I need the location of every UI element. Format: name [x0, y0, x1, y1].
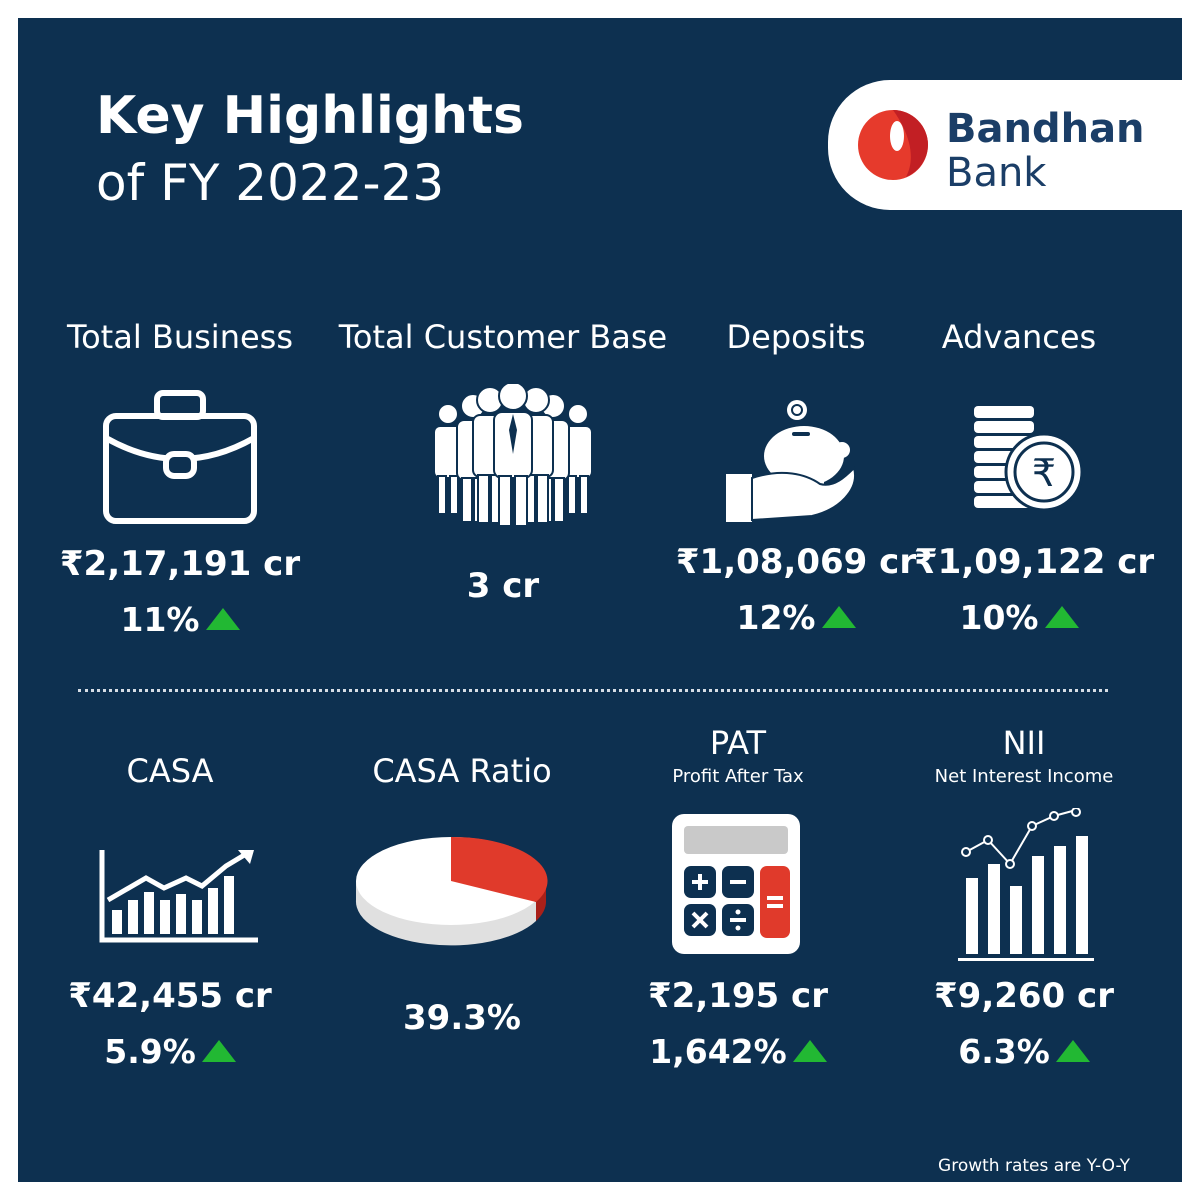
footnote: Growth rates are Y-O-Y — [938, 1156, 1130, 1176]
metric-growth: 5.9% — [50, 1032, 290, 1071]
growth-up-arrow-icon — [792, 1040, 827, 1062]
pie-chart-icon — [355, 836, 548, 946]
metric-total-customer-base: Total Customer Base 3 cr — [328, 318, 678, 658]
bank-name-line1: Bandhan — [946, 106, 1145, 152]
people-icon — [433, 384, 593, 527]
metric-casa: CASA ₹42,455 cr 5.9% — [50, 752, 290, 1092]
metric-growth: 11% — [50, 600, 310, 639]
metric-label: CASA Ratio — [372, 752, 552, 790]
metric-label: PAT — [709, 724, 767, 762]
metric-pat: PAT Profit After Tax ₹2,195 cr 1,642% — [616, 724, 860, 1094]
rupee-coins-icon: ₹ — [974, 406, 1084, 512]
metric-value: ₹2,195 cr — [648, 976, 828, 1016]
metric-growth-value: 6.3% — [958, 1032, 1050, 1071]
bank-logo-mark-icon — [858, 110, 928, 180]
metric-label: Total Customer Base — [338, 318, 668, 356]
metric-value: 39.3% — [403, 998, 521, 1038]
metric-advances: Advances ₹ ₹1,09,122 cr 10% — [914, 318, 1155, 658]
growth-up-arrow-icon — [1044, 606, 1079, 628]
growth-up-arrow-icon — [821, 606, 856, 628]
metric-sublabel: Net Interest Income — [934, 766, 1114, 787]
metric-label: Deposits — [726, 318, 866, 356]
metric-value: ₹2,17,191 cr — [59, 544, 301, 584]
growth-up-arrow-icon — [201, 1040, 236, 1062]
metric-growth: 6.3% — [904, 1032, 1144, 1071]
metric-label: NII — [1002, 724, 1046, 762]
bar-line-chart-icon — [958, 808, 1094, 961]
metric-value: ₹42,455 cr — [68, 976, 272, 1016]
metric-total-business: Total Business ₹2,17,191 cr 11% — [50, 318, 310, 658]
metric-growth-value: 12% — [736, 598, 816, 637]
metric-label: CASA — [126, 752, 214, 790]
metric-value: ₹1,08,069 cr — [675, 542, 917, 582]
metric-label: Advances — [941, 318, 1097, 356]
metric-growth-value: 5.9% — [104, 1032, 196, 1071]
piggy-bank-icon — [726, 400, 856, 522]
metric-value: 3 cr — [466, 566, 540, 606]
metric-growth: 10% — [914, 598, 1124, 637]
section-divider — [78, 689, 1108, 692]
calculator-icon — [672, 814, 800, 954]
growth-up-arrow-icon — [1055, 1040, 1090, 1062]
metric-value: ₹1,09,122 cr — [914, 542, 1155, 582]
metric-growth: 1,642% — [616, 1032, 860, 1071]
highlights-panel: Key Highlights of FY 2022-23 Bandhan Ban… — [18, 18, 1182, 1182]
metric-nii: NII Net Interest Income ₹9,260 cr 6.3% — [904, 724, 1144, 1094]
metric-growth-value: 10% — [959, 598, 1039, 637]
bank-logo: Bandhan Bank — [828, 80, 1182, 210]
metric-casa-ratio: CASA Ratio 39.3% — [342, 752, 582, 1092]
metric-label: Total Business — [66, 318, 293, 356]
metric-deposits: Deposits ₹1,08,069 cr 12% — [666, 318, 926, 658]
growth-up-arrow-icon — [205, 608, 240, 630]
svg-text:₹: ₹ — [1032, 451, 1056, 495]
metric-value: ₹9,260 cr — [934, 976, 1114, 1016]
growth-chart-icon — [99, 850, 258, 943]
page-title: Key Highlights — [96, 86, 524, 146]
metric-sublabel: Profit After Tax — [672, 766, 804, 787]
briefcase-icon — [103, 390, 257, 524]
metric-growth-value: 11% — [120, 600, 200, 639]
page-subtitle: of FY 2022-23 — [96, 154, 445, 212]
metric-growth-value: 1,642% — [649, 1032, 787, 1071]
bank-name-line2: Bank — [946, 150, 1047, 196]
metric-growth: 12% — [666, 598, 926, 637]
